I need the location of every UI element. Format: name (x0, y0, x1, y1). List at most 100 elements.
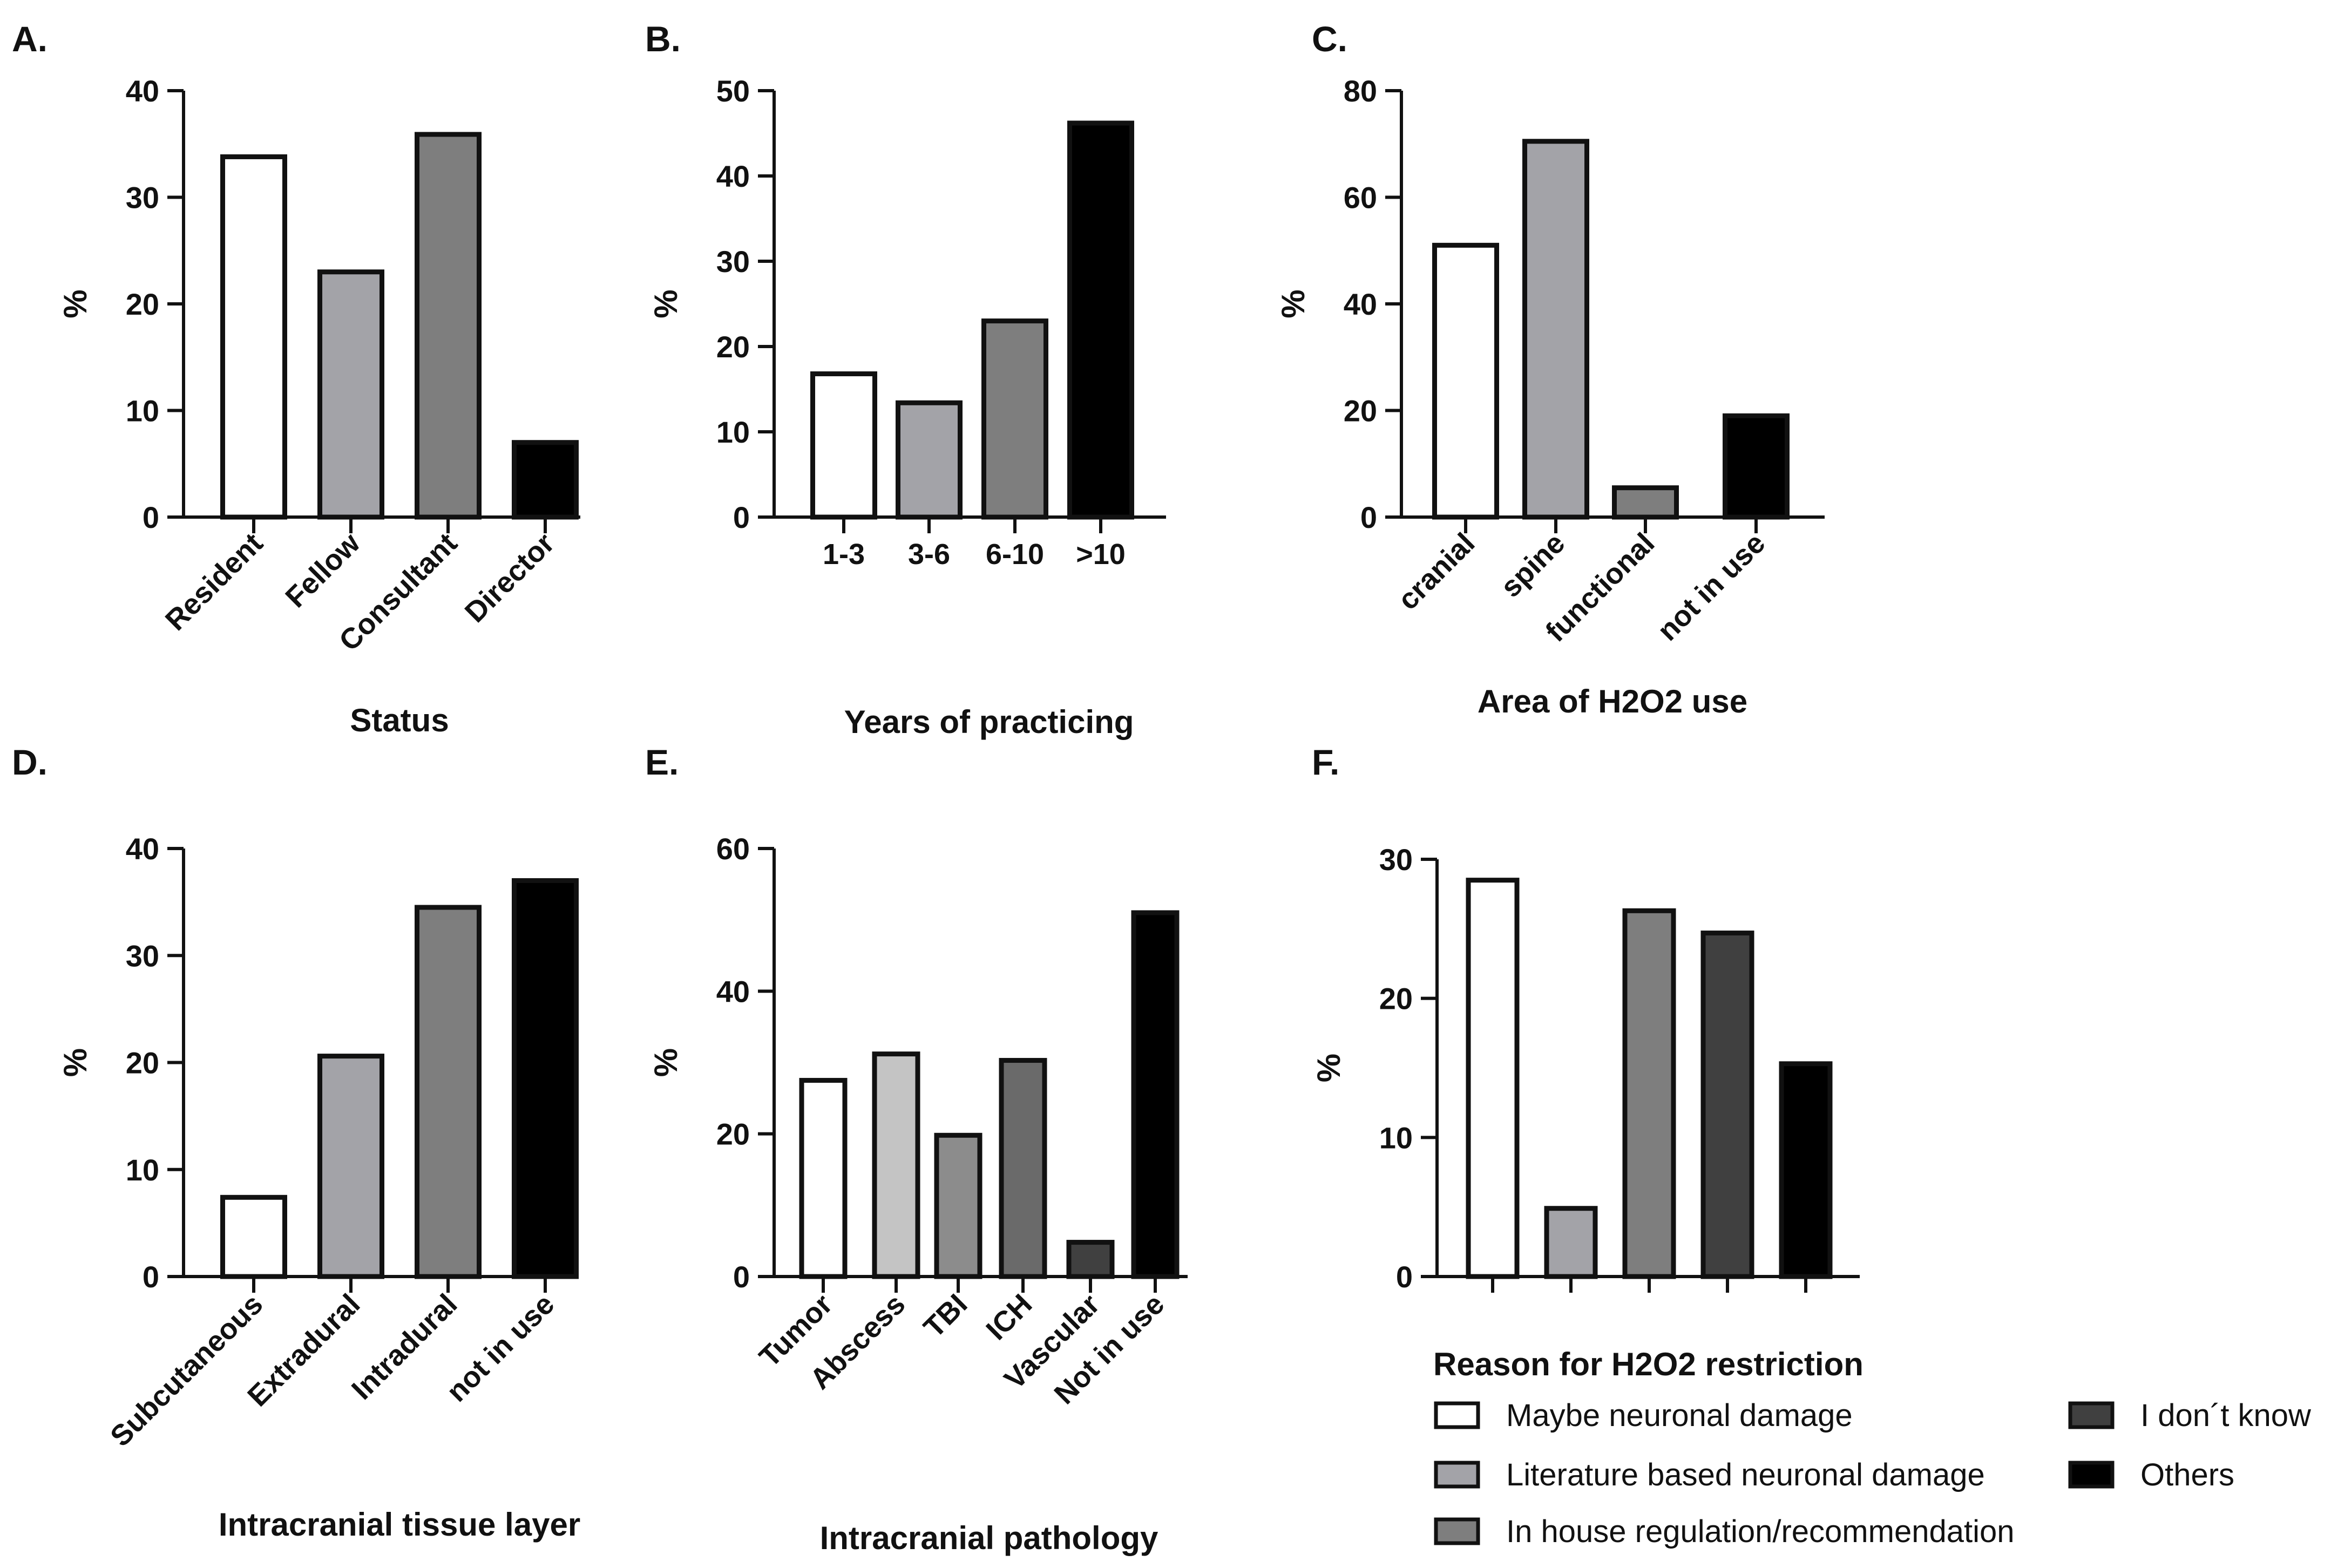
legend-label: Maybe neuronal damage (1506, 1398, 1853, 1433)
panel-label: B. (645, 19, 681, 59)
y-tick-label: 20 (1379, 982, 1413, 1016)
bar-tbi (934, 1132, 982, 1279)
bar-intradural (415, 905, 482, 1279)
x-tick-label: ICH (980, 1288, 1038, 1346)
bar-maybe-neuronal-damage (1466, 878, 1520, 1279)
y-tick-label: 10 (1379, 1121, 1413, 1155)
x-tick-label: 3-6 (908, 538, 950, 571)
x-axis-label: Status (350, 702, 449, 738)
legend-label: Others (2140, 1457, 2234, 1492)
x-tick-label: >10 (1076, 538, 1126, 571)
x-tick-label: not in use (1651, 527, 1772, 647)
chart-panel-6: F. 0 10 20 30% Reason for H2O2 restriction May… (1311, 742, 2312, 1549)
y-tick-label: 0 (1396, 1260, 1413, 1294)
x-tick-label: spine (1494, 527, 1571, 603)
bar-ich (999, 1058, 1047, 1279)
legend: Reason for H2O2 restriction Maybe neurona… (1433, 1346, 2312, 1549)
bar-i-don-t-know (1700, 931, 1754, 1279)
bar-fellow (317, 269, 384, 520)
y-tick-label: 10 (126, 394, 159, 428)
y-tick-label: 20 (1344, 394, 1377, 428)
x-tick-label: 6-10 (986, 538, 1044, 571)
chart-panel-2: B. 0 10 20 30 40 50% 1-3 3-6 6-10 >10 Years of prac… (645, 19, 1166, 740)
y-tick-label: 10 (126, 1153, 159, 1187)
chart-panel-4: D.010203040%SubcutaneousExtraduralIntrad… (12, 742, 580, 1543)
bar-subcutaneous (220, 1194, 287, 1279)
panel-label: E. (645, 742, 679, 782)
bar--10 (1067, 120, 1134, 520)
legend-label: Literature based neuronal damage (1506, 1457, 1985, 1492)
bar-not-in-use (1723, 413, 1790, 520)
panel-label: F. (1312, 742, 1339, 782)
x-tick-label: TBI (918, 1288, 974, 1344)
y-tick-label: 20 (716, 330, 750, 364)
y-tick-label: 60 (1344, 181, 1377, 215)
y-tick-label: 20 (126, 287, 159, 321)
y-tick-label: 0 (733, 500, 750, 534)
bar-1-3 (810, 371, 877, 520)
legend-swatch (1434, 1517, 1480, 1545)
y-axis-label: % (57, 289, 93, 318)
y-tick-label: 40 (716, 974, 750, 1008)
y-tick-label: 40 (716, 159, 750, 193)
bar-functional (1612, 485, 1679, 520)
bar-director (512, 440, 579, 520)
panel-label: C. (1312, 19, 1347, 59)
x-axis-label: Area of H2O2 use (1478, 683, 1747, 719)
bar-3-6 (896, 400, 963, 520)
y-tick-label: 0 (143, 500, 159, 534)
bar-consultant (415, 132, 482, 520)
legend-label: I don´t know (2140, 1398, 2312, 1433)
y-tick-label: 40 (126, 74, 159, 108)
y-tick-label: 30 (716, 245, 750, 279)
y-tick-label: 80 (1344, 74, 1377, 108)
legend-swatch (1434, 1461, 1480, 1489)
y-axis-label: % (1275, 289, 1311, 318)
bar-spine (1522, 139, 1589, 520)
y-tick-label: 0 (733, 1260, 750, 1294)
bar-others (1779, 1061, 1833, 1279)
x-tick-label: Fellow (279, 526, 367, 614)
bar-6-10 (981, 318, 1048, 520)
bar-in-house-regulation-recommendation (1622, 908, 1676, 1279)
bar-vascular (1066, 1240, 1115, 1279)
bar-not-in-use (512, 878, 579, 1279)
y-tick-label: 10 (716, 415, 750, 449)
bar-tumor (799, 1078, 848, 1279)
bar-abscess (872, 1051, 920, 1279)
x-tick-label: Director (459, 527, 561, 629)
x-tick-label: Resident (159, 527, 269, 637)
y-tick-label: 30 (1379, 843, 1413, 877)
x-tick-label: 1-3 (823, 538, 865, 571)
y-axis-label: % (648, 1048, 684, 1077)
legend-label: In house regulation/recommendation (1506, 1514, 2014, 1549)
legend-swatch (1434, 1401, 1480, 1429)
y-axis-label: % (648, 289, 684, 318)
legend-title: Reason for H2O2 restriction (1433, 1346, 1864, 1382)
y-tick-label: 20 (716, 1117, 750, 1151)
x-axis-label: Intracranial tissue layer (219, 1506, 580, 1543)
y-axis-label: % (57, 1048, 93, 1077)
y-tick-label: 60 (716, 832, 750, 866)
legend-swatch (2068, 1401, 2115, 1429)
legend-swatch (2068, 1461, 2115, 1489)
y-tick-label: 0 (1360, 500, 1377, 534)
bar-literature-based-neuronal-damage (1544, 1206, 1598, 1279)
y-tick-label: 40 (126, 832, 159, 866)
x-tick-label: cranial (1392, 527, 1481, 616)
bar-resident (220, 154, 287, 520)
bar-cranial (1432, 242, 1499, 520)
bar-not-in-use (1131, 910, 1180, 1279)
panel-label: A. (12, 19, 48, 59)
bar-extradural (317, 1054, 384, 1279)
y-axis-label: % (1311, 1054, 1347, 1082)
x-tick-label: Subcutaneous (104, 1288, 269, 1453)
x-axis-label: Years of practicing (844, 704, 1134, 740)
y-tick-label: 50 (716, 74, 750, 108)
y-tick-label: 40 (1344, 287, 1377, 321)
y-tick-label: 30 (126, 181, 159, 215)
y-tick-label: 0 (143, 1260, 159, 1294)
